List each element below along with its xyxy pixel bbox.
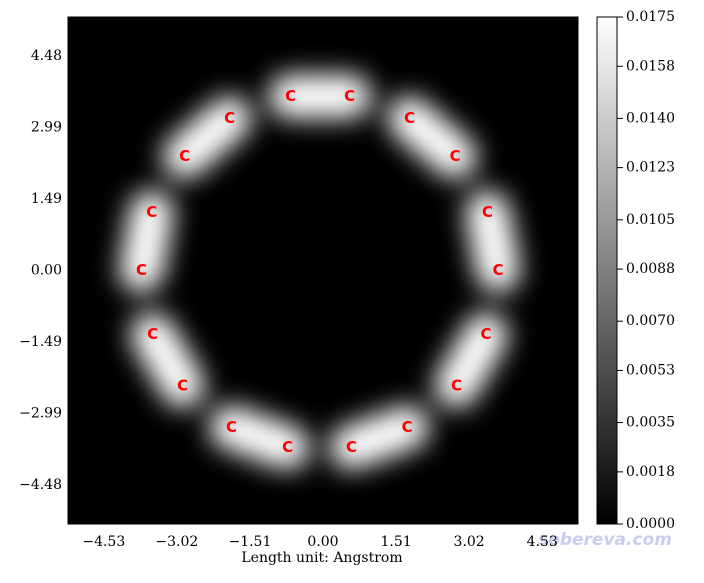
colorbar-tick-label: 0.0123 bbox=[626, 160, 675, 176]
atom-label: C bbox=[346, 438, 357, 456]
colorbar-tick-label: 0.0053 bbox=[626, 362, 675, 378]
atom-label: C bbox=[224, 109, 235, 127]
y-tick-label: −1.49 bbox=[19, 334, 62, 350]
atom-label: C bbox=[179, 147, 190, 165]
colorbar-tick-label: 0.0140 bbox=[626, 110, 675, 126]
atom-label: C bbox=[481, 325, 492, 343]
x-tick-label: −1.51 bbox=[228, 534, 271, 550]
y-tick-label: 4.48 bbox=[31, 48, 62, 64]
x-axis-label: Length unit: Angstrom bbox=[241, 550, 402, 566]
y-tick-label: 2.99 bbox=[31, 119, 62, 135]
atom-label: C bbox=[285, 87, 296, 105]
colorbar-tick-label: 0.0088 bbox=[626, 261, 675, 277]
atom-label: C bbox=[177, 376, 188, 394]
x-tick-label: 4.53 bbox=[527, 534, 558, 550]
atom-label: C bbox=[404, 109, 415, 127]
colorbar-tick-label: 0.0035 bbox=[626, 415, 675, 431]
bond-density bbox=[162, 96, 252, 179]
y-tick-label: −4.48 bbox=[19, 477, 62, 493]
atom-label: C bbox=[226, 418, 237, 436]
atom-label: C bbox=[402, 418, 413, 436]
bond-density bbox=[209, 405, 310, 470]
colorbar-tick-label: 0.0105 bbox=[626, 212, 675, 228]
atom-label: C bbox=[482, 203, 493, 221]
bond-density bbox=[119, 190, 174, 293]
bond-density bbox=[130, 312, 205, 408]
atom-label: C bbox=[282, 438, 293, 456]
density-blobs bbox=[119, 74, 521, 470]
x-tick-label: −3.02 bbox=[155, 534, 198, 550]
colorbar-tick-label: 0.0018 bbox=[626, 464, 675, 480]
y-tick-label: 1.49 bbox=[31, 191, 62, 207]
watermark: sobereva.com bbox=[538, 530, 672, 550]
atom-label: C bbox=[147, 325, 158, 343]
atom-label: C bbox=[136, 261, 147, 279]
atom-label: C bbox=[344, 87, 355, 105]
bond-density bbox=[387, 96, 478, 179]
bond-density bbox=[434, 312, 509, 408]
y-tick-label: 0.00 bbox=[31, 263, 62, 279]
colorbar-tick-label: 0.0175 bbox=[626, 9, 675, 25]
colorbar-tick-label: 0.0000 bbox=[626, 516, 675, 532]
atom-label: C bbox=[146, 203, 157, 221]
x-tick-label: 1.51 bbox=[380, 534, 411, 550]
atom-label: C bbox=[451, 376, 462, 394]
colorbar bbox=[596, 16, 618, 525]
x-tick-label: −4.53 bbox=[82, 534, 125, 550]
bond-density bbox=[329, 405, 430, 470]
x-tick-label: 3.02 bbox=[454, 534, 485, 550]
y-tick-label: −2.99 bbox=[19, 406, 62, 422]
x-tick-label: 0.00 bbox=[307, 534, 338, 550]
atom-label: C bbox=[450, 147, 461, 165]
colorbar-tick-label: 0.0158 bbox=[626, 58, 675, 74]
atom-label: C bbox=[493, 261, 504, 279]
bond-density bbox=[465, 190, 521, 293]
colorbar-tick-label: 0.0070 bbox=[626, 313, 675, 329]
